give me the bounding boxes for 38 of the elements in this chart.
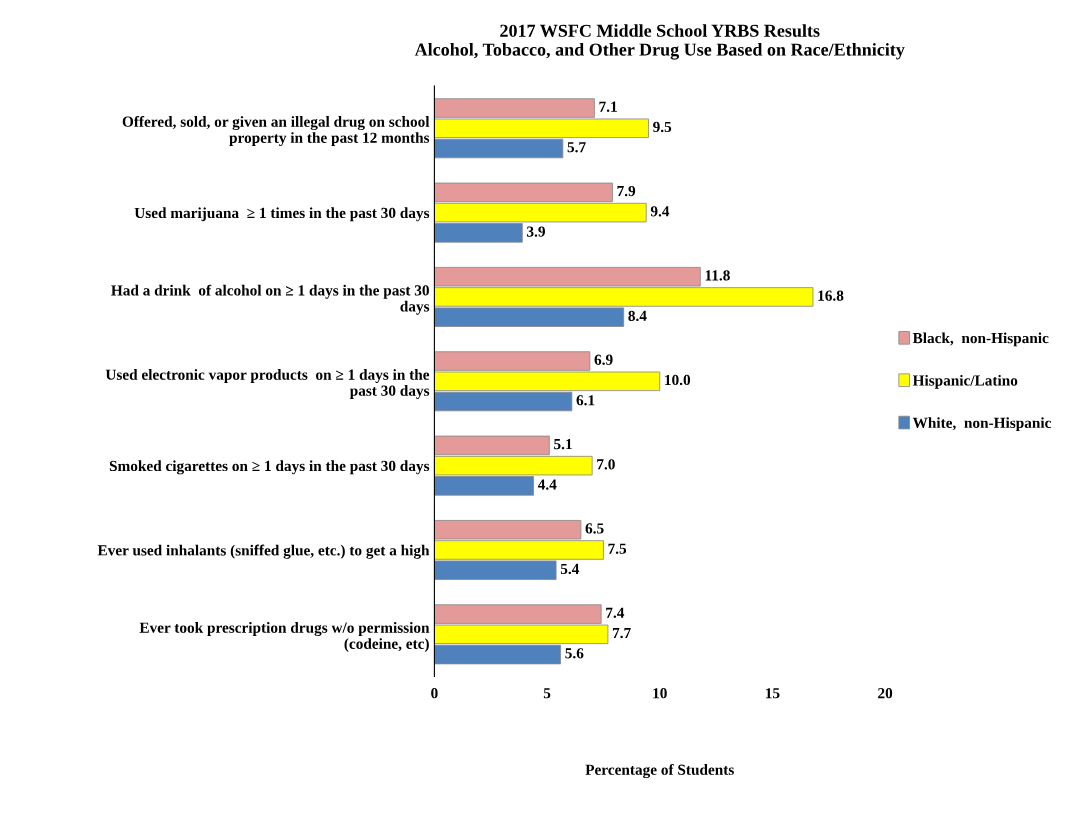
data-label: 7.0 [597, 459, 615, 470]
data-label: 16.8 [818, 290, 844, 301]
legend-label: White, non-Hispanic [912, 417, 1052, 432]
data-label: 9.5 [653, 121, 672, 133]
y-tick-label: Had a drink of alcohol on ≥ 1 days in the past 30 days [111, 284, 430, 315]
data-label: 5.1 [554, 438, 572, 450]
x-tick-label: 15 [766, 688, 780, 699]
data-label: 7.5 [608, 543, 627, 554]
legend-label: Black, non-Hispanic [912, 332, 1049, 347]
data-label: 6.5 [585, 523, 604, 534]
data-label: 8.4 [628, 310, 647, 322]
data-label: 9.4 [650, 206, 670, 217]
x-tick-label: 5 [543, 688, 551, 699]
data-label: 5.7 [567, 142, 586, 153]
y-tick-label: Used electronic vapor products on ≥ 1 days in the past 30 days [105, 369, 430, 399]
x-tick-label: 20 [878, 688, 893, 699]
y-tick-label: Offered, sold, or given an illegal drug on school property in the past 12 months [122, 115, 430, 147]
data-label: 11.8 [705, 270, 730, 281]
data-label: 7.1 [599, 101, 617, 112]
legend-label: Hispanic/Latino [912, 374, 1018, 389]
y-tick-label: Ever took prescription drugs w/o permission (codeine, etc) [139, 622, 430, 652]
x-axis-title: Percentage of Students [585, 763, 734, 779]
data-label: 10.0 [665, 374, 691, 386]
data-label: 5.6 [565, 648, 584, 659]
chart-title: 2017 WSFC Middle School YRBS Results Alcohol, Tobacco, and Other Drug Use Based on Race/Ethnicity [414, 24, 905, 60]
data-label: 7.9 [617, 185, 636, 197]
x-tick-label: 0 [431, 688, 438, 699]
data-label: 7.4 [606, 607, 625, 618]
y-tick-label: Used marijuana ≥ 1 times in the past 30 days [134, 207, 430, 222]
data-label: 7.7 [612, 628, 631, 639]
data-label: 5.4 [560, 563, 580, 575]
data-label: 6.9 [594, 354, 613, 365]
y-tick-label: Smoked cigarettes on ≥ 1 days in the past 30 days [109, 460, 430, 475]
data-label: 3.9 [527, 226, 545, 237]
x-tick-label: 10 [653, 688, 667, 699]
y-tick-label: Ever used inhalants (sniffed glue, etc.) to get a high [97, 544, 430, 559]
data-label: 6.1 [576, 395, 595, 406]
data-label: 4.4 [537, 479, 557, 490]
